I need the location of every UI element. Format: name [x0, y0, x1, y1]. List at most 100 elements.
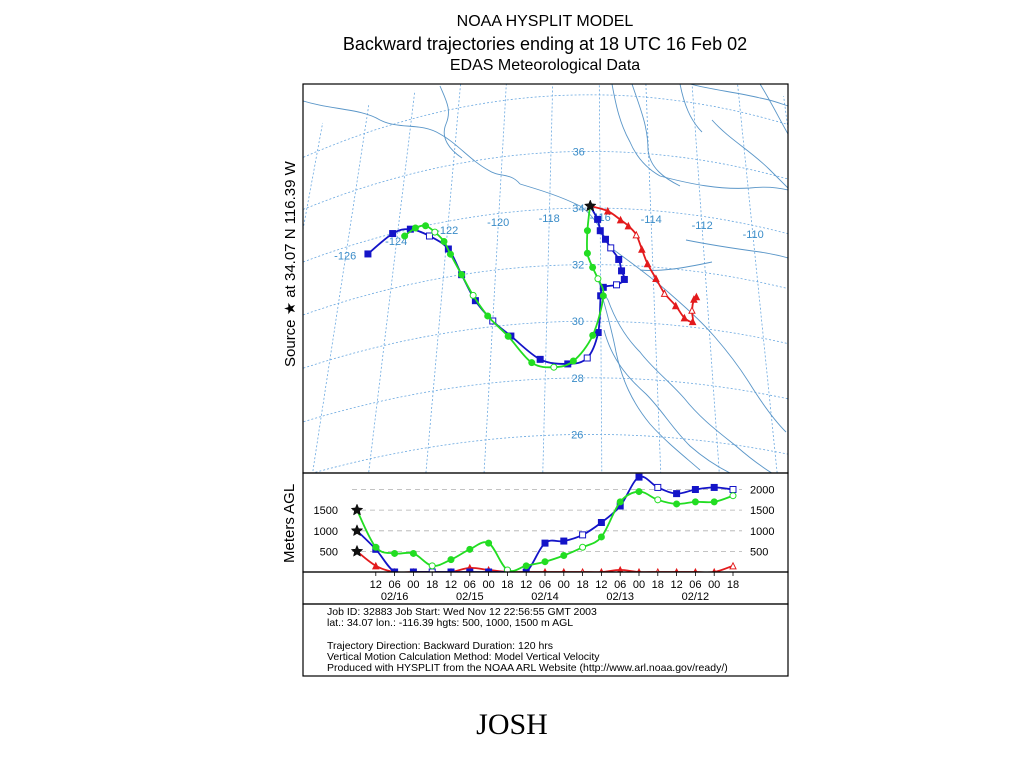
blue-height-marker [560, 537, 568, 545]
meridian-line [542, 84, 554, 473]
red-trajectory-marker [688, 317, 697, 326]
parallel-line [66, 491, 960, 621]
time-hour-label: 12 [670, 579, 682, 591]
latitude-label: 34 [572, 203, 584, 215]
blue-trajectory-marker [594, 215, 602, 223]
time-hour-label: 06 [539, 579, 551, 591]
coastline-segment [685, 239, 788, 259]
time-hour-label: 18 [501, 579, 513, 591]
green-trajectory-marker [599, 292, 607, 300]
red-height-marker [599, 567, 604, 572]
green-trajectory-marker [401, 232, 409, 240]
blue-trajectory-marker [613, 281, 621, 289]
blue-height-marker [597, 519, 605, 526]
meridian-line [303, 122, 323, 232]
time-hour-label: 06 [689, 579, 701, 591]
red-trajectory-marker [652, 274, 660, 283]
blue-height-marker [391, 568, 399, 572]
green-trajectory-marker [569, 357, 577, 365]
green-trajectory-marker [484, 312, 492, 320]
height-profiles [356, 473, 737, 572]
green-height-marker [428, 562, 436, 570]
latitude-label: 36 [573, 146, 585, 158]
time-hour-label: 18 [652, 579, 664, 591]
red-height-marker [693, 567, 698, 572]
green-height-marker [466, 545, 474, 553]
blue-height-marker [466, 568, 474, 572]
red-trajectory-marker [603, 206, 612, 215]
blue-height-marker [673, 490, 681, 498]
red-height-marker [371, 561, 380, 570]
time-hour-label: 00 [708, 579, 720, 591]
time-hour-label: 12 [595, 579, 607, 591]
time-date-label: 02/14 [531, 591, 559, 603]
coastline-segment [303, 100, 521, 185]
red-height-marker [542, 567, 548, 572]
red-trajectory-marker [616, 215, 625, 224]
coastline-segment [439, 85, 463, 159]
red-height-marker [580, 567, 585, 572]
meridian-line [368, 90, 416, 473]
meridian-line [425, 84, 461, 473]
blue-height-marker [654, 483, 662, 491]
green-trajectory-marker [528, 359, 536, 367]
job-info: Job ID: 32883 Job Start: Wed Nov 12 22:5… [327, 606, 597, 618]
green-height-marker [391, 549, 399, 557]
parallel-line [303, 264, 788, 316]
green-trajectory-marker [589, 263, 597, 271]
green-height-marker [485, 539, 493, 547]
chart-subtitle: EDAS Meteorological Data [449, 57, 641, 74]
red-trajectory-marker [688, 306, 696, 314]
meridian-line [598, 84, 603, 473]
meridian-line [783, 96, 788, 132]
meridian-line [118, 169, 230, 622]
green-trajectory-marker [589, 331, 597, 339]
height-tick-left: 1500 [314, 505, 338, 517]
coastline-segment [585, 249, 773, 473]
map-graticule [66, 84, 960, 622]
green-height-marker [560, 552, 568, 559]
vertical-motion-info: Vertical Motion Calculation Method: Mode… [327, 651, 600, 663]
height-tick-left: 1000 [314, 526, 338, 538]
blue-trajectory-marker [618, 267, 626, 275]
green-trajectory-marker [446, 250, 454, 258]
longitude-label: -114 [641, 214, 662, 226]
green-height-marker [597, 533, 605, 541]
parallel-line [303, 320, 788, 369]
green-height-marker [541, 558, 549, 566]
red-trajectory-marker [643, 259, 652, 268]
meridian-line [483, 84, 507, 473]
time-date-label: 02/13 [606, 591, 634, 603]
time-hour-label: 18 [727, 579, 739, 591]
red-height-marker [636, 567, 642, 572]
coastline-segment [711, 119, 788, 189]
red-trajectory-marker [660, 289, 669, 297]
blue-trajectory-marker [389, 230, 397, 238]
coastline-segment [631, 84, 681, 187]
blue-height-marker [710, 483, 718, 491]
green-height-marker [409, 549, 417, 557]
height-grid [352, 489, 742, 552]
green-height-marker [673, 500, 681, 508]
longitude-label: -126 [334, 250, 356, 262]
time-hour-label: 12 [520, 579, 532, 591]
blue-trajectory-marker [583, 354, 591, 362]
coastline-segment [759, 84, 788, 135]
longitude-label: -124 [385, 236, 407, 248]
red-height-marker [617, 565, 624, 572]
blue-trajectory-marker [594, 329, 602, 337]
green-trajectory-marker [440, 237, 448, 245]
green-trajectory-marker [594, 275, 602, 283]
coastline-segment [613, 249, 787, 433]
green-height-marker [447, 556, 455, 564]
latitude-label: 28 [571, 373, 583, 385]
height-tick-right: 1500 [750, 505, 774, 517]
green-height-marker [710, 498, 718, 506]
meridian-line [645, 84, 662, 473]
green-trajectory-marker [550, 363, 558, 371]
coastline-segment [603, 329, 731, 473]
blue-trajectory-marker [607, 244, 615, 252]
parallel-line [303, 207, 788, 263]
coastline-segment [639, 261, 713, 271]
